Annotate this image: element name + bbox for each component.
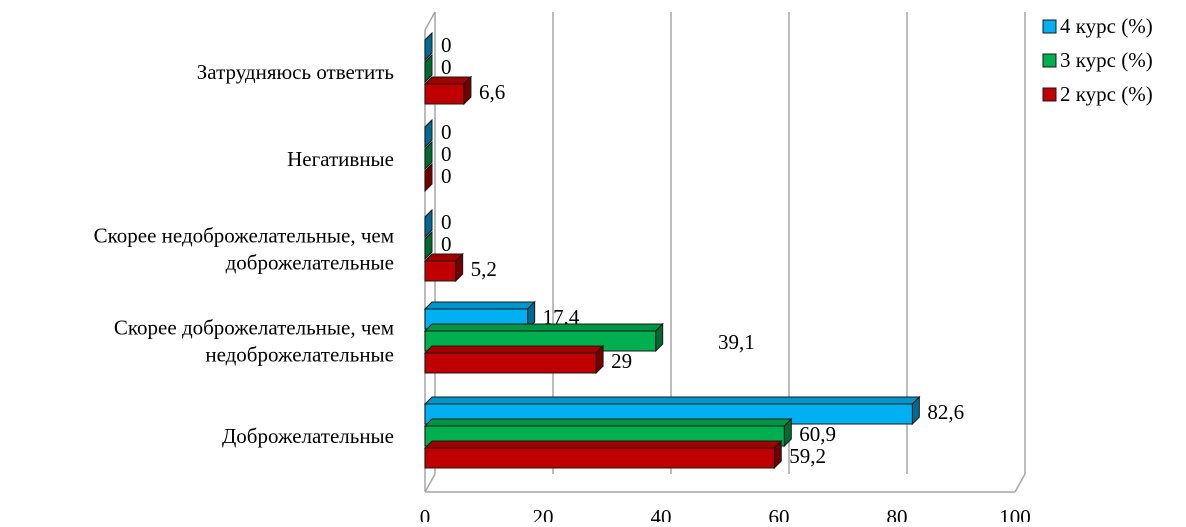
category-label: Скорее недоброжелательные, чем доброжелат…	[94, 224, 394, 275]
x-tick-label: 60	[769, 505, 790, 522]
bar	[424, 162, 433, 193]
floor-right-edge	[1014, 473, 1026, 493]
bar-side-face	[424, 140, 433, 171]
data-label: 0	[441, 232, 452, 256]
category-label-line: Доброжелательные	[222, 424, 394, 448]
bar-front-face	[424, 352, 597, 374]
data-label: 59,2	[789, 444, 826, 468]
side-wall-top-edge	[424, 11, 436, 31]
bar-front-face	[424, 260, 457, 282]
bar	[424, 53, 433, 84]
data-label: 82,6	[927, 400, 964, 424]
x-tick-label: 20	[533, 505, 554, 522]
x-tick-label: 40	[651, 505, 672, 522]
legend-label: 2 курс (%)	[1060, 82, 1153, 106]
category-label-line: Скорее доброжелательные, чем	[114, 316, 394, 340]
bar	[424, 118, 433, 149]
legend-swatch	[1042, 87, 1057, 102]
bar	[423, 75, 473, 106]
data-label: 0	[441, 164, 452, 188]
bar-side-face	[424, 162, 433, 193]
category-label: Затрудняюсь ответить	[197, 60, 394, 84]
bar	[423, 344, 605, 375]
x-tick-label: 100	[999, 505, 1031, 522]
data-label: 0	[441, 33, 452, 57]
category-label: Скорее доброжелательные, чем недоброжелат…	[114, 316, 394, 367]
legend-swatch	[1042, 53, 1057, 68]
category-label: Негативные	[287, 147, 394, 171]
data-label: 0	[441, 55, 452, 79]
bar-top-face	[423, 76, 473, 85]
bar-top-face	[423, 440, 783, 449]
x-tick-label: 80	[887, 505, 908, 522]
bar-side-face	[424, 230, 433, 261]
legend-swatch	[1042, 19, 1057, 34]
x-tick-label: 0	[420, 505, 431, 522]
category-label-line: недоброжелательные	[205, 343, 394, 367]
bar	[424, 208, 433, 239]
bar	[423, 439, 783, 470]
legend-label: 3 курс (%)	[1060, 48, 1153, 72]
bar-top-face	[423, 345, 605, 354]
legend-label: 4 курс (%)	[1060, 14, 1153, 38]
data-label: 0	[441, 210, 452, 234]
data-label: 29	[611, 349, 632, 373]
bar	[424, 230, 433, 261]
bar-top-face	[423, 323, 664, 332]
data-label: 60,9	[799, 422, 836, 446]
bar-top-face	[423, 301, 536, 310]
category-label: Доброжелательные	[222, 424, 394, 448]
bar-top-face	[423, 418, 793, 427]
data-label: 0	[441, 120, 452, 144]
bar	[424, 31, 433, 62]
bar-top-face	[423, 396, 921, 405]
bar	[424, 140, 433, 171]
bar	[423, 252, 464, 283]
category-label-line: Негативные	[287, 147, 394, 171]
axis-corner-line	[424, 473, 436, 493]
bar-side-face	[424, 31, 433, 62]
data-label: 0	[441, 142, 452, 166]
category-label-line: доброжелательные	[226, 251, 394, 275]
data-label: 6,6	[479, 80, 505, 104]
bar-front-face	[424, 447, 775, 469]
bar-side-face	[424, 53, 433, 84]
bar-front-face	[424, 83, 465, 105]
bar-side-face	[424, 118, 433, 149]
data-label: 39,1	[718, 330, 755, 354]
bar-side-face	[424, 208, 433, 239]
category-label-line: Скорее недоброжелательные, чем	[94, 224, 394, 248]
category-label-line: Затрудняюсь ответить	[197, 60, 394, 84]
data-label: 5,2	[471, 257, 497, 281]
